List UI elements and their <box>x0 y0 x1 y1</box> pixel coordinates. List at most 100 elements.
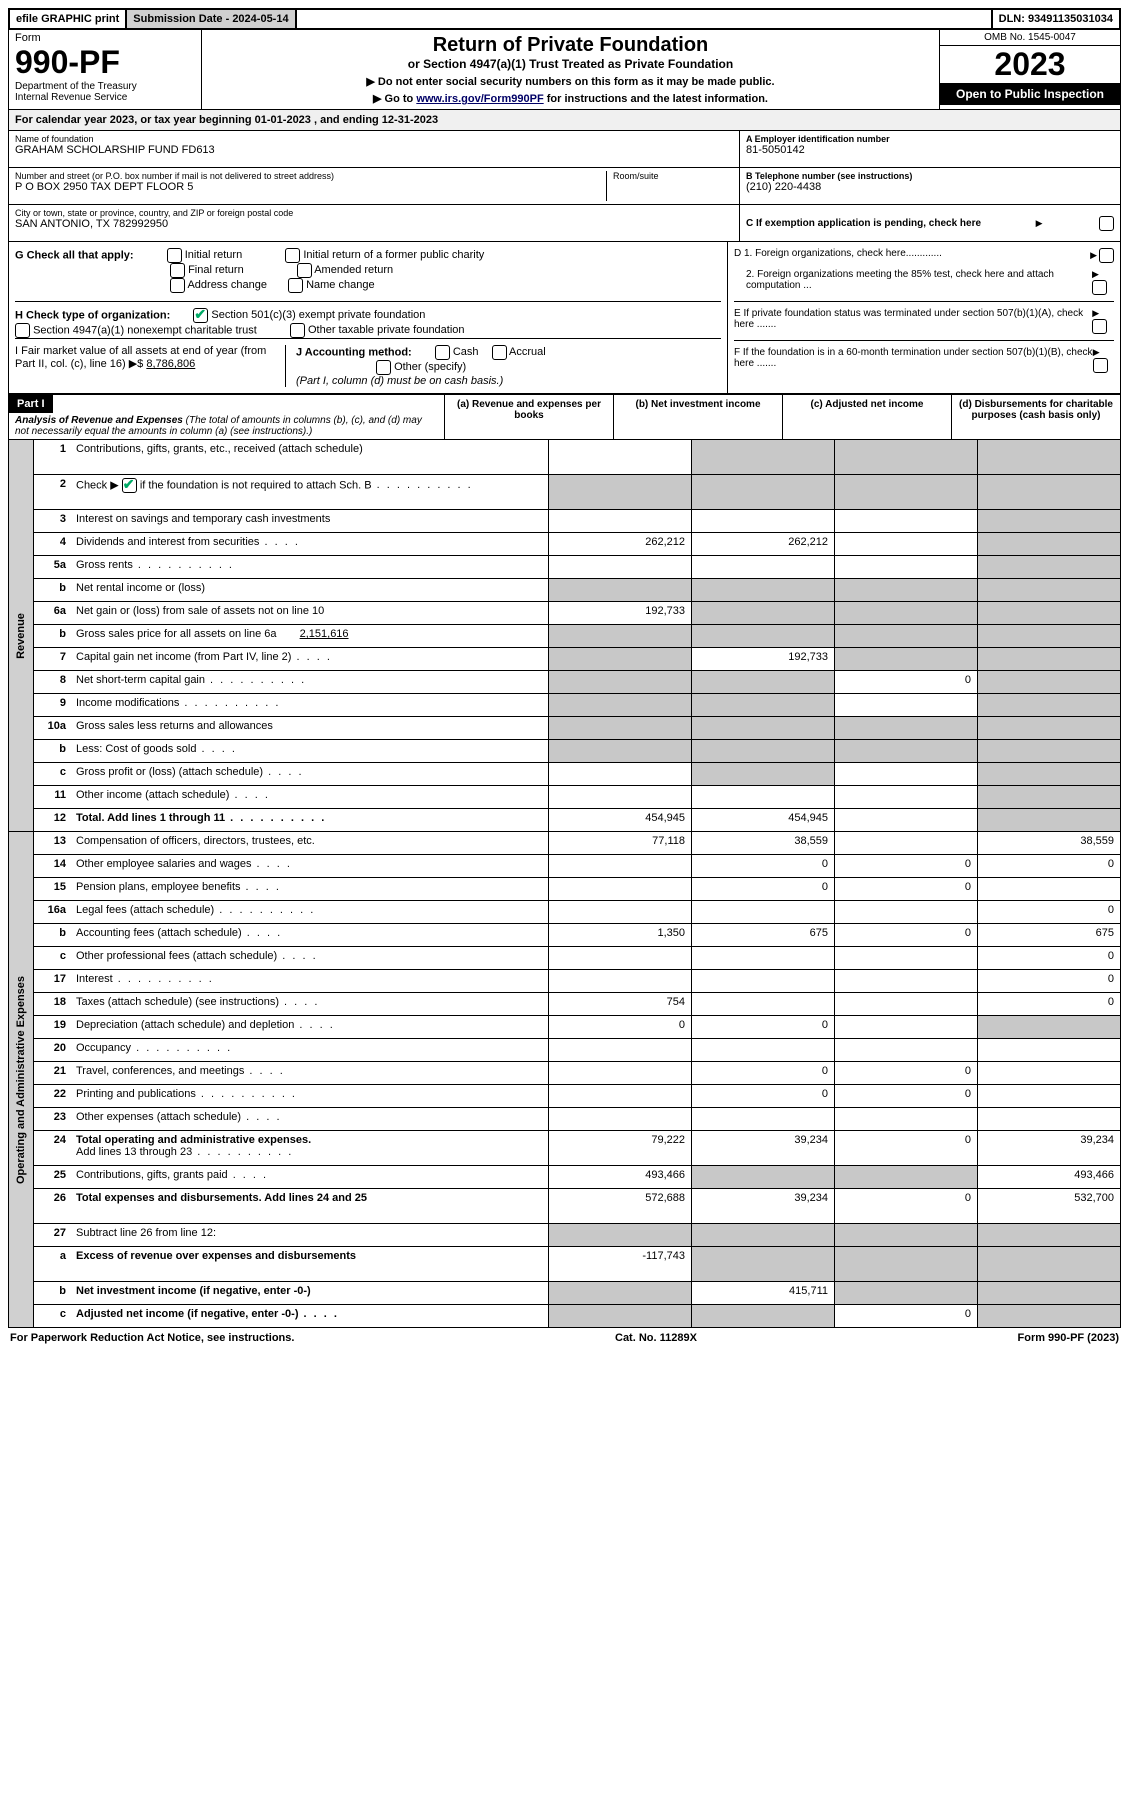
sch-b-checkbox[interactable] <box>122 478 137 493</box>
line-9: Income modifications <box>72 694 548 716</box>
expenses-section: Operating and Administrative Expenses 13… <box>8 832 1121 1328</box>
form-number: 990-PF <box>15 44 195 81</box>
line-22: Printing and publications <box>72 1085 548 1107</box>
line-19: Depreciation (attach schedule) and deple… <box>72 1016 548 1038</box>
instr-2: ▶ Go to www.irs.gov/Form990PF for instru… <box>206 92 935 105</box>
form-title: Return of Private Foundation <box>206 34 935 57</box>
telephone: (210) 220-4438 <box>746 181 1114 193</box>
g-label: G Check all that apply: <box>15 249 134 261</box>
line-4: Dividends and interest from securities <box>72 533 548 555</box>
form-ref: Form 990-PF (2023) <box>1018 1332 1119 1344</box>
top-bar: efile GRAPHIC print Submission Date - 20… <box>8 8 1121 30</box>
4947-checkbox[interactable] <box>15 323 30 338</box>
col-c-header: (c) Adjusted net income <box>782 395 951 439</box>
name-label: Name of foundation <box>15 134 733 144</box>
line-27c: Adjusted net income (if negative, enter … <box>72 1305 548 1327</box>
room-label: Room/suite <box>613 171 733 181</box>
part1-label: Part I <box>9 395 53 413</box>
dept-label: Department of the Treasury Internal Reve… <box>15 81 195 103</box>
line-1: Contributions, gifts, grants, etc., rece… <box>72 440 548 474</box>
amended-checkbox[interactable] <box>297 263 312 278</box>
line-25: Contributions, gifts, grants paid <box>72 1166 548 1188</box>
line-20: Occupancy <box>72 1039 548 1061</box>
info-section: Name of foundation GRAHAM SCHOLARSHIP FU… <box>8 131 1121 242</box>
final-return-checkbox[interactable] <box>170 263 185 278</box>
f-label: F If the foundation is in a 60-month ter… <box>734 347 1093 373</box>
ein-label: A Employer identification number <box>746 134 1114 144</box>
line-12: Total. Add lines 1 through 11 <box>72 809 548 831</box>
line-16c: Other professional fees (attach schedule… <box>72 947 548 969</box>
e-label: E If private foundation status was termi… <box>734 308 1092 334</box>
name-change-checkbox[interactable] <box>288 278 303 293</box>
ein: 81-5050142 <box>746 144 1114 156</box>
omb-number: OMB No. 1545-0047 <box>940 30 1120 46</box>
line-6b: Gross sales price for all assets on line… <box>72 625 548 647</box>
cat-no: Cat. No. 11289X <box>615 1332 697 1344</box>
line-10a: Gross sales less returns and allowances <box>72 717 548 739</box>
form-subtitle: or Section 4947(a)(1) Trust Treated as P… <box>206 57 935 71</box>
form-label: Form <box>15 32 195 44</box>
d2-label: 2. Foreign organizations meeting the 85%… <box>734 269 1092 295</box>
line-13: Compensation of officers, directors, tru… <box>72 832 548 854</box>
line-17: Interest <box>72 970 548 992</box>
addr-change-checkbox[interactable] <box>170 278 185 293</box>
line-10b: Less: Cost of goods sold <box>72 740 548 762</box>
line-11: Other income (attach schedule) <box>72 786 548 808</box>
initial-return-checkbox[interactable] <box>167 248 182 263</box>
line-18: Taxes (attach schedule) (see instruction… <box>72 993 548 1015</box>
d1-checkbox[interactable] <box>1099 248 1114 263</box>
other-method-checkbox[interactable] <box>376 360 391 375</box>
open-public: Open to Public Inspection <box>940 83 1120 105</box>
section-g-h: G Check all that apply: Initial return I… <box>8 242 1121 394</box>
j-note: (Part I, column (d) must be on cash basi… <box>296 375 503 387</box>
revenue-section: Revenue 1Contributions, gifts, grants, e… <box>8 440 1121 832</box>
line-5a: Gross rents <box>72 556 548 578</box>
line-21: Travel, conferences, and meetings <box>72 1062 548 1084</box>
instr-1: ▶ Do not enter social security numbers o… <box>206 75 935 88</box>
line-2: Check ▶ if the foundation is not require… <box>72 475 548 509</box>
line-7: Capital gain net income (from Part IV, l… <box>72 648 548 670</box>
line-6a: Net gain or (loss) from sale of assets n… <box>72 602 548 624</box>
f-checkbox[interactable] <box>1093 358 1108 373</box>
line-27: Subtract line 26 from line 12: <box>72 1224 548 1246</box>
line-10c: Gross profit or (loss) (attach schedule) <box>72 763 548 785</box>
i-label: I Fair market value of all assets at end… <box>15 345 266 370</box>
tax-year: 2023 <box>940 46 1120 83</box>
form-header: Form 990-PF Department of the Treasury I… <box>8 30 1121 110</box>
accrual-checkbox[interactable] <box>492 345 507 360</box>
line-27a: Excess of revenue over expenses and disb… <box>72 1247 548 1281</box>
initial-former-checkbox[interactable] <box>285 248 300 263</box>
submission-date: Submission Date - 2024-05-14 <box>127 10 294 28</box>
cash-checkbox[interactable] <box>435 345 450 360</box>
line-23: Other expenses (attach schedule) <box>72 1108 548 1130</box>
instructions-link[interactable]: www.irs.gov/Form990PF <box>416 93 543 105</box>
revenue-side-label: Revenue <box>9 440 34 831</box>
e-checkbox[interactable] <box>1092 319 1107 334</box>
line-16b: Accounting fees (attach schedule) <box>72 924 548 946</box>
city: SAN ANTONIO, TX 782992950 <box>15 218 733 230</box>
line-5b: Net rental income or (loss) <box>72 579 548 601</box>
line-27b: Net investment income (if negative, ente… <box>72 1282 548 1304</box>
dln: DLN: 93491135031034 <box>993 10 1119 28</box>
j-label: J Accounting method: <box>296 346 412 358</box>
addr-label: Number and street (or P.O. box number if… <box>15 171 606 181</box>
expenses-side-label: Operating and Administrative Expenses <box>9 832 34 1327</box>
d2-checkbox[interactable] <box>1092 280 1107 295</box>
calendar-year-row: For calendar year 2023, or tax year begi… <box>8 110 1121 131</box>
col-a-header: (a) Revenue and expenses per books <box>444 395 613 439</box>
c-checkbox[interactable] <box>1099 216 1114 231</box>
line-14: Other employee salaries and wages <box>72 855 548 877</box>
line-3: Interest on savings and temporary cash i… <box>72 510 548 532</box>
address: P O BOX 2950 TAX DEPT FLOOR 5 <box>15 181 606 193</box>
h-label: H Check type of organization: <box>15 309 170 321</box>
d1-label: D 1. Foreign organizations, check here..… <box>734 248 942 263</box>
city-label: City or town, state or province, country… <box>15 208 733 218</box>
efile-label[interactable]: efile GRAPHIC print <box>10 10 125 28</box>
page-footer: For Paperwork Reduction Act Notice, see … <box>8 1328 1121 1348</box>
501c3-checkbox[interactable] <box>193 308 208 323</box>
part1-header: Part I Analysis of Revenue and Expenses … <box>8 394 1121 440</box>
paperwork-notice: For Paperwork Reduction Act Notice, see … <box>10 1332 294 1344</box>
line-15: Pension plans, employee benefits <box>72 878 548 900</box>
other-taxable-checkbox[interactable] <box>290 323 305 338</box>
c-label: C If exemption application is pending, c… <box>746 218 981 229</box>
